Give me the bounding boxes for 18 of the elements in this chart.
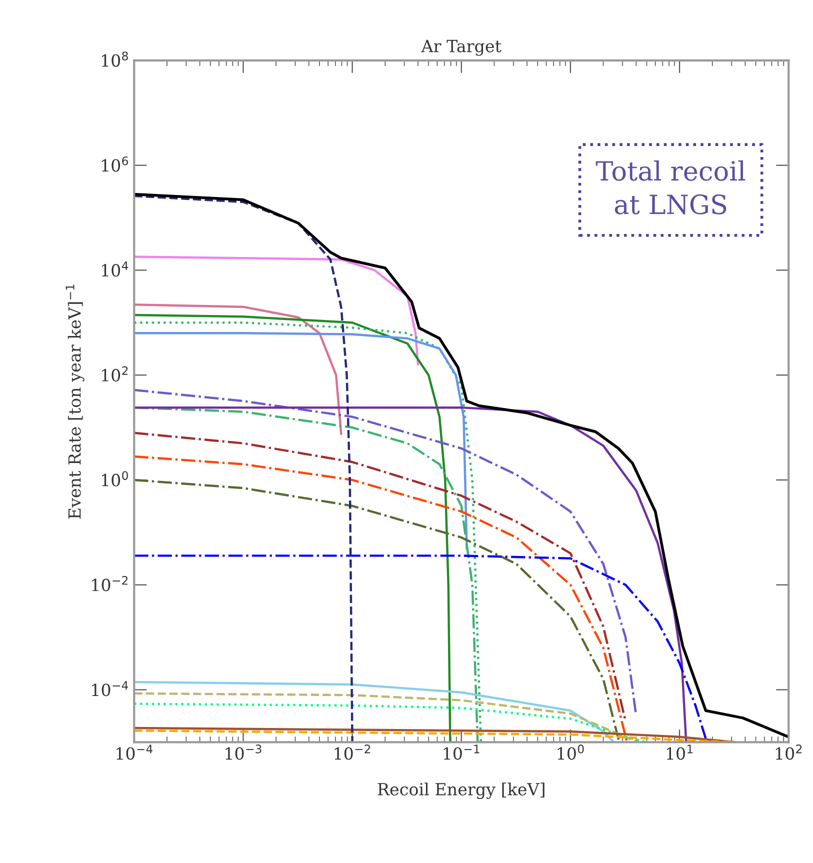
x-tick-label: 10$^{−2}$ <box>334 744 370 760</box>
y-tick-label: 10$^{−4}$ <box>92 681 128 696</box>
annotation: Total recoil at LNGS <box>596 160 746 214</box>
x-tick-label: 10$^{−1}$ <box>444 744 480 760</box>
y-tick-label: 10$^{0}$ <box>102 471 128 486</box>
y-tick-label: 10$^{4}$ <box>102 262 128 277</box>
y-axis-title: Event Rate [ton year keV]$^{−1}$ <box>66 284 84 519</box>
x-tick-label: 10$^{0}$ <box>558 744 584 760</box>
chart-title: Ar Target <box>421 40 502 56</box>
y-tick-label: 10$^{2}$ <box>102 366 128 382</box>
y-tick-label: 10$^{−2}$ <box>92 576 128 592</box>
x-tick-label: 10$^{2}$ <box>776 744 802 760</box>
x-axis-title: Recoil Energy [keV] <box>378 782 544 799</box>
y-tick-label: 10$^{8}$ <box>102 52 128 67</box>
x-tick-label: 10$^{−3}$ <box>226 744 262 760</box>
y-tick-label: 10$^{6}$ <box>102 156 128 172</box>
x-tick-label: 10$^{1}$ <box>666 744 693 760</box>
x-tick-label: 10$^{−4}$ <box>116 744 152 760</box>
